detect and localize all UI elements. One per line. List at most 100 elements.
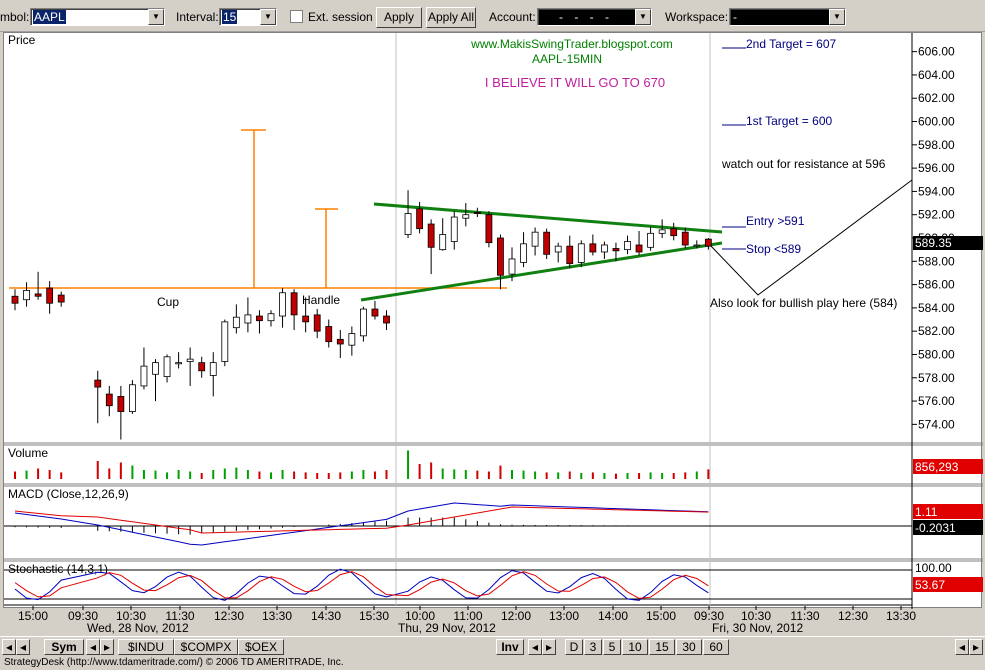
stochastic-top: 100.00: [915, 561, 952, 575]
stochastic-value: 53.67: [915, 578, 945, 592]
scroll-right-icon[interactable]: ▸: [969, 639, 983, 655]
y-tick-label: 602.00: [918, 91, 955, 105]
candle-body: [209, 362, 217, 376]
price-chart[interactable]: 606.00 604.00 602.00 600.00 598.00 596.00 594.…: [4, 33, 983, 609]
sym-next-icon[interactable]: ▸: [100, 639, 114, 655]
chevron-down-icon[interactable]: ▼: [148, 9, 164, 25]
x-tick-label: 12:30: [214, 609, 244, 623]
nav-first-icon[interactable]: ◂: [2, 639, 16, 655]
date-wed: Wed, 28 Nov, 2012: [87, 621, 189, 635]
tab-indu[interactable]: $INDU: [118, 639, 174, 655]
tab-compx[interactable]: $COMPX: [174, 639, 238, 655]
candle-body: [11, 295, 19, 304]
account-select[interactable]: - - - - ▼: [537, 8, 652, 26]
candle-body: [439, 234, 447, 251]
candle-body: [94, 379, 102, 388]
volume-pane-title: Volume: [8, 446, 48, 460]
stop-note: Stop <589: [746, 242, 801, 256]
candle-body: [57, 294, 65, 303]
chevron-down-icon[interactable]: ▼: [829, 9, 845, 25]
chart-panes[interactable]: 606.00 604.00 602.00 600.00 598.00 596.00 594.…: [3, 32, 983, 609]
candle-body: [566, 245, 574, 265]
inv-next-icon[interactable]: ▸: [542, 639, 556, 655]
period-15[interactable]: 15: [649, 639, 675, 655]
symbol-value: AAPL: [33, 10, 66, 24]
inv-button[interactable]: Inv: [496, 639, 524, 655]
y-tick-label: 596.00: [918, 161, 955, 175]
account-value: - - - -: [559, 10, 613, 24]
sym-button[interactable]: Sym: [44, 639, 84, 655]
cup-handle-lines: [9, 129, 507, 289]
workspace-select[interactable]: - ▼: [729, 8, 846, 26]
nav-prev-icon[interactable]: ◂: [16, 639, 30, 655]
candle-body: [531, 231, 539, 247]
x-tick-label: 13:30: [262, 609, 292, 623]
candlesticks: [11, 190, 712, 440]
period-10[interactable]: 10: [622, 639, 648, 655]
symbol-label: mbol:: [0, 10, 30, 24]
time-axis: 15:00 09:30 10:30 11:30 12:30 13:30 14:30 15:30…: [18, 606, 916, 635]
volume-last: 856,293: [915, 460, 959, 474]
candle-body: [577, 243, 585, 263]
symbol-select[interactable]: AAPL ▼: [30, 8, 165, 26]
y-tick-label: 606.00: [918, 45, 955, 59]
volume-bars: [14, 450, 710, 479]
cup-label: Cup: [157, 295, 179, 309]
candle-body: [427, 223, 435, 248]
apply-button[interactable]: Apply: [376, 7, 422, 28]
candle-body: [693, 244, 701, 247]
ext-session-checkbox[interactable]: [290, 10, 303, 23]
candle-body: [497, 237, 504, 276]
ext-session-label: Ext. session: [308, 10, 373, 24]
candle-body: [290, 292, 298, 316]
x-tick-label: 09:30: [68, 609, 98, 623]
period-3[interactable]: 3: [584, 639, 602, 655]
x-tick-label: 13:00: [549, 609, 579, 623]
candle-body: [670, 228, 678, 237]
last-price: 589.35: [915, 236, 952, 250]
macd-value1-box: [913, 504, 983, 519]
tab-oex[interactable]: $OEX: [238, 639, 284, 655]
candle-body: [152, 362, 159, 375]
x-tick-label: 15:00: [646, 609, 676, 623]
macd-lines: [4, 502, 912, 546]
price-pane-title: Price: [8, 33, 36, 47]
candle-body: [704, 238, 712, 247]
x-tick-label: 15:00: [18, 609, 48, 623]
chevron-down-icon[interactable]: ▼: [260, 9, 276, 25]
interval-select[interactable]: 15 ▼: [219, 8, 277, 26]
bullish-note: Also look for bullish play here (584): [710, 296, 897, 310]
period-d[interactable]: D: [565, 639, 583, 655]
y-tick-label: 592.00: [918, 208, 955, 222]
symbol-navbar: ◂ ◂ Sym ◂ ▸ $INDU $COMPX $OEX Inv ◂ ▸ D …: [0, 636, 985, 656]
projection-path: [709, 179, 913, 296]
candle-body: [589, 243, 597, 253]
price-y-axis: 606.00 604.00 602.00 600.00 598.00 596.00 594.…: [912, 45, 955, 431]
period-30[interactable]: 30: [676, 639, 702, 655]
volume-last-box: [913, 459, 983, 474]
account-label: Account:: [489, 10, 536, 24]
macd-value2: -0.2031: [915, 521, 956, 535]
workspace-label: Workspace:: [665, 10, 729, 24]
apply-all-button[interactable]: Apply All: [426, 7, 476, 28]
period-60[interactable]: 60: [703, 639, 729, 655]
period-5[interactable]: 5: [603, 639, 621, 655]
sym-prev-icon[interactable]: ◂: [86, 639, 100, 655]
x-tick-label: 13:30: [886, 609, 916, 623]
stochastic-pane-title: Stochastic (14,3,1): [8, 562, 108, 576]
candle-body: [267, 313, 275, 322]
toolbar: mbol: AAPL ▼ Interval: 15 ▼ Ext. session…: [0, 0, 985, 32]
stochastic-value-box: [913, 577, 983, 592]
chevron-down-icon[interactable]: ▼: [635, 9, 651, 25]
y-tick-label: 598.00: [918, 138, 955, 152]
inv-prev-icon[interactable]: ◂: [528, 639, 542, 655]
x-tick-label: 10:00: [405, 609, 435, 623]
y-tick-label: 580.00: [918, 347, 955, 361]
scroll-left-icon[interactable]: ◂: [955, 639, 969, 655]
x-tick-label: 14:30: [311, 609, 341, 623]
candle-body: [681, 231, 689, 246]
candle-body: [658, 229, 666, 234]
date-fri: Fri, 30 Nov, 2012: [712, 621, 803, 635]
first-target: 1st Target = 600: [746, 114, 833, 128]
